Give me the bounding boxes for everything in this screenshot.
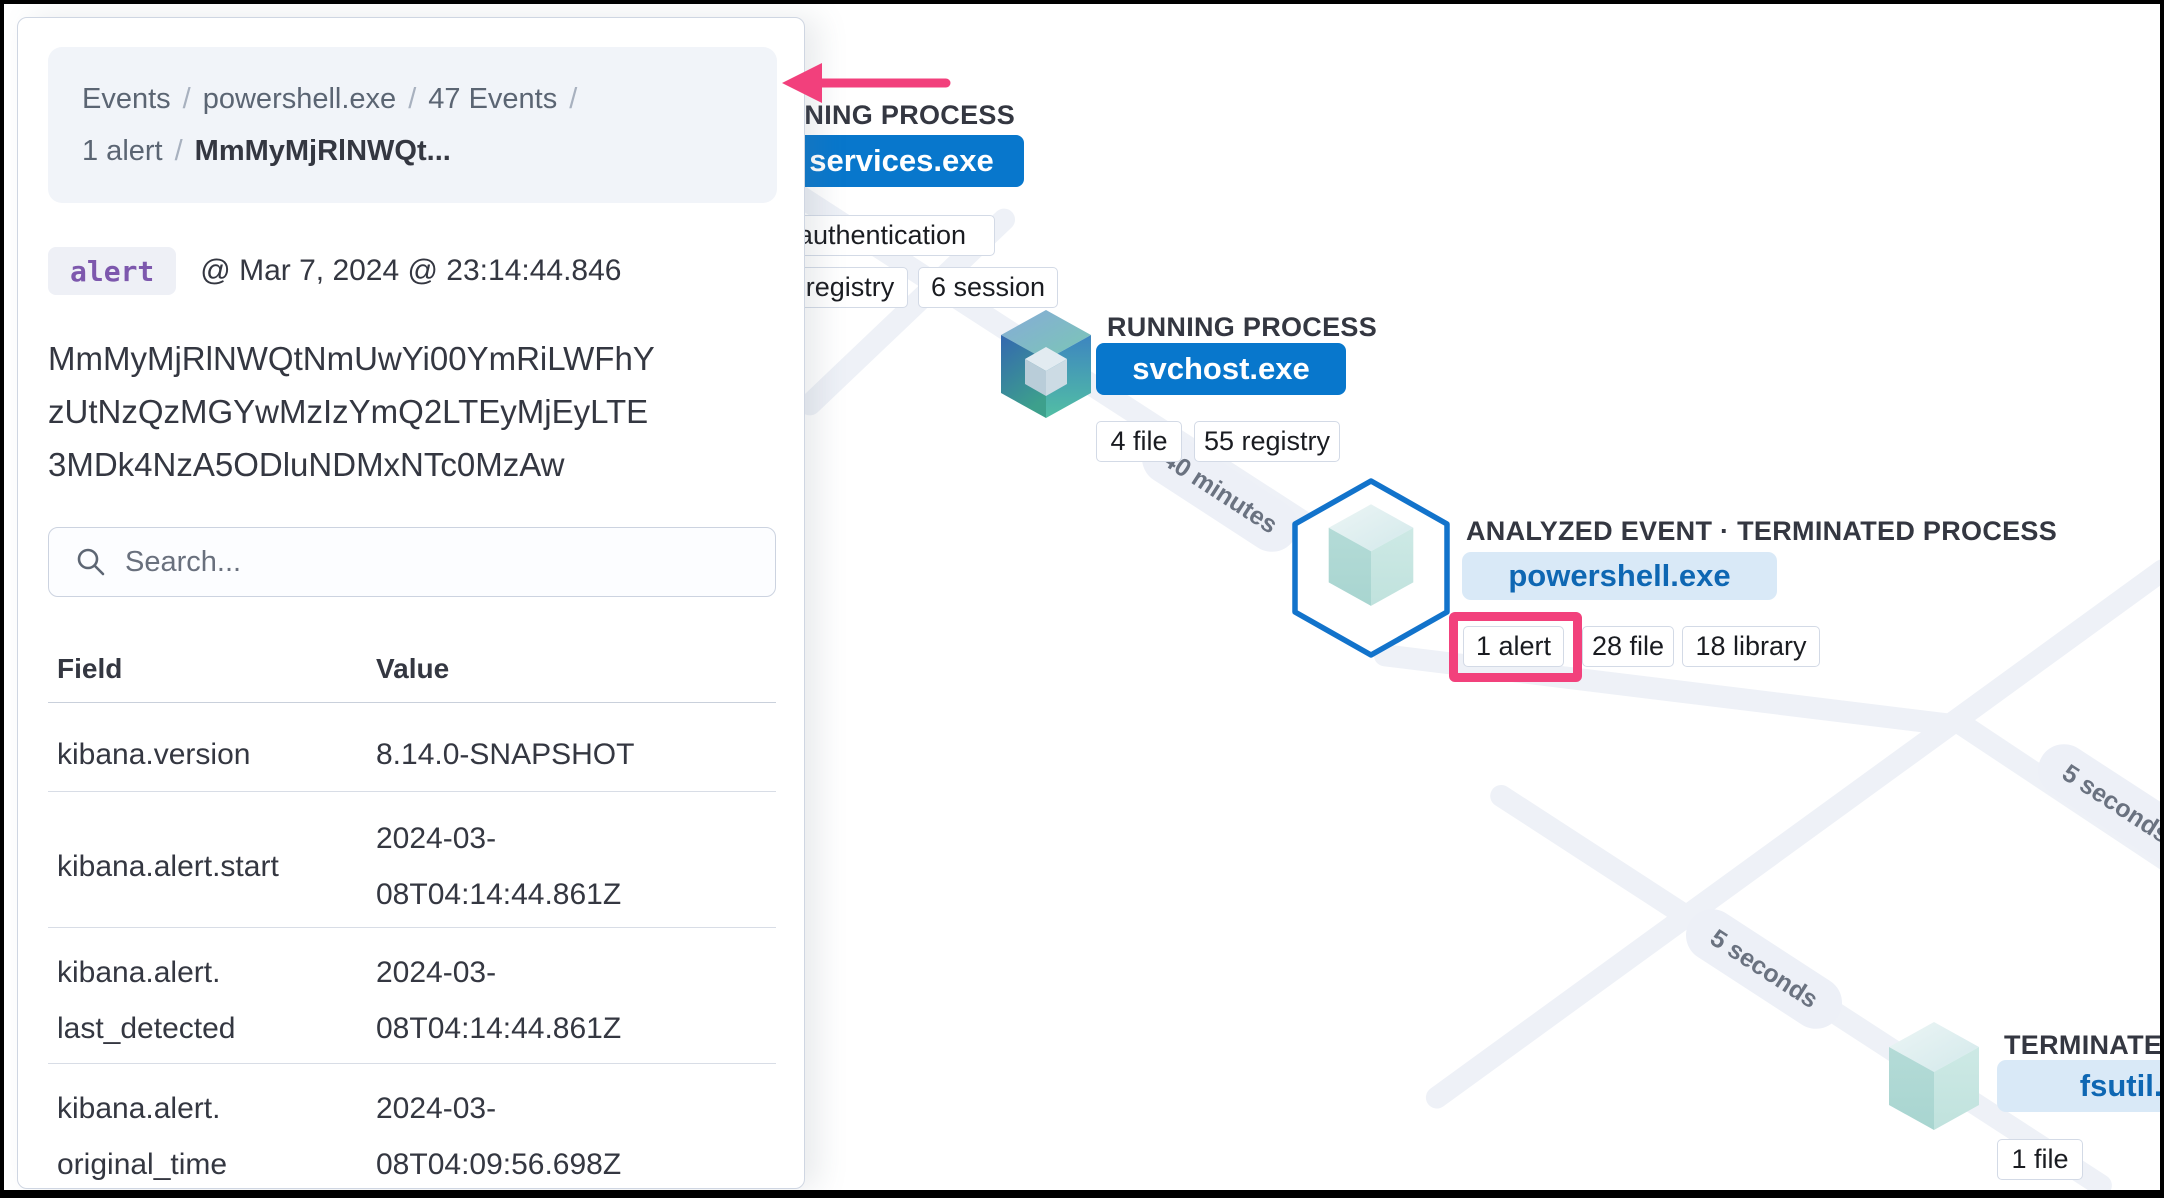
event-detail-panel: Events / powershell.exe/47 Events/ 1 alert…: [17, 17, 805, 1189]
table-row-value: 2024-03- 08T04:14:44.861Z: [376, 956, 622, 1045]
breadcrumb-separator: /: [408, 83, 417, 115]
breadcrumb-separator: /: [174, 135, 183, 167]
breadcrumb-separator: /: [569, 83, 578, 115]
breadcrumb-alert-count[interactable]: 1 alert: [82, 135, 163, 167]
powershell-process-pill[interactable]: powershell.exe: [1462, 552, 1777, 600]
alert-entity-id: MmMyMjRlNWQtNmUwYi00YmRiLWFhY zUtNzQzMGY…: [48, 340, 655, 483]
table-row-field: kibana.alert. original_time: [57, 1092, 228, 1181]
breadcrumb-separator: /: [182, 83, 191, 115]
table-header-field: Field: [57, 653, 123, 684]
svchost-cube-icon[interactable]: [996, 308, 1096, 422]
search-box[interactable]: [48, 527, 776, 597]
svchost-badge-registry[interactable]: 55 registry: [1194, 421, 1340, 462]
svchost-badge-file[interactable]: 4 file: [1096, 421, 1182, 462]
alert-annotation-box: [1449, 612, 1582, 682]
svchost-process-button[interactable]: svchost.exe: [1096, 343, 1346, 395]
edge-label-5-seconds-fsutil: 5 seconds: [1676, 899, 1852, 1039]
breadcrumb-current-id: MmMyMjRlNWQt...: [194, 135, 451, 167]
table-divider: [48, 927, 776, 928]
table-row-value: 2024-03- 08T04:14:44.861Z: [376, 822, 622, 911]
powershell-badge-file[interactable]: 28 file: [1582, 626, 1674, 667]
fsutil-process-pill[interactable]: fsutil.exe: [1997, 1060, 2160, 1112]
edge-label-text: 5 seconds: [1705, 923, 1824, 1014]
breadcrumb-event-count[interactable]: 47 Events: [428, 83, 558, 115]
services-process-button[interactable]: services.exe: [779, 135, 1024, 187]
search-input[interactable]: [125, 545, 725, 579]
alert-timestamp: @ Mar 7, 2024 @ 23:14:44.846: [200, 254, 622, 287]
breadcrumb-process[interactable]: powershell.exe: [202, 83, 397, 115]
search-icon: [77, 548, 105, 576]
powershell-cube-icon[interactable]: [1324, 502, 1418, 610]
annotation-arrow-icon: [782, 63, 951, 103]
table-divider: [48, 1063, 776, 1064]
alert-title-row: alert @ Mar 7, 2024 @ 23:14:44.846: [48, 247, 621, 295]
services-badge-authentication[interactable]: authentication: [769, 215, 995, 256]
breadcrumb-events[interactable]: Events: [82, 83, 171, 115]
table-row-value: 8.14.0-SNAPSHOT: [376, 738, 635, 771]
table-row-field: kibana.version: [57, 738, 251, 771]
table-row-field: kibana.alert. last_detected: [57, 956, 236, 1045]
table-divider: [48, 702, 776, 703]
fsutil-cube-icon[interactable]: [1884, 1020, 1984, 1134]
table-divider: [48, 791, 776, 792]
table-row-field: kibana.alert.start: [57, 850, 279, 883]
svchost-type-label: RUNNING PROCESS: [1107, 312, 1378, 342]
services-badge-session[interactable]: 6 session: [918, 267, 1058, 308]
fsutil-badge-file[interactable]: 1 file: [1997, 1139, 2083, 1180]
powershell-badge-library[interactable]: 18 library: [1682, 626, 1820, 667]
edge-label-5-seconds-right: 5 seconds: [2028, 734, 2160, 874]
table-row-value: 2024-03- 08T04:09:56.698Z: [376, 1092, 622, 1181]
table-header-value: Value: [376, 653, 450, 684]
breadcrumb: Events / powershell.exe/47 Events/ 1 alert…: [48, 47, 777, 203]
alert-type-badge: alert: [48, 247, 177, 295]
powershell-type-label: ANALYZED EVENT · TERMINATED PROCESS: [1466, 516, 2058, 546]
fsutil-type-label: TERMINATED: [2004, 1030, 2163, 1060]
services-badge-registry[interactable]: registry: [792, 267, 908, 308]
powershell-badge-alert[interactable]: 1 alert: [1463, 626, 1564, 667]
